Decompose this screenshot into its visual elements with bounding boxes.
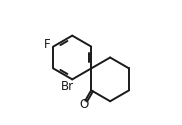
Text: Br: Br <box>61 80 74 93</box>
Text: O: O <box>79 98 89 111</box>
Text: F: F <box>44 38 51 51</box>
